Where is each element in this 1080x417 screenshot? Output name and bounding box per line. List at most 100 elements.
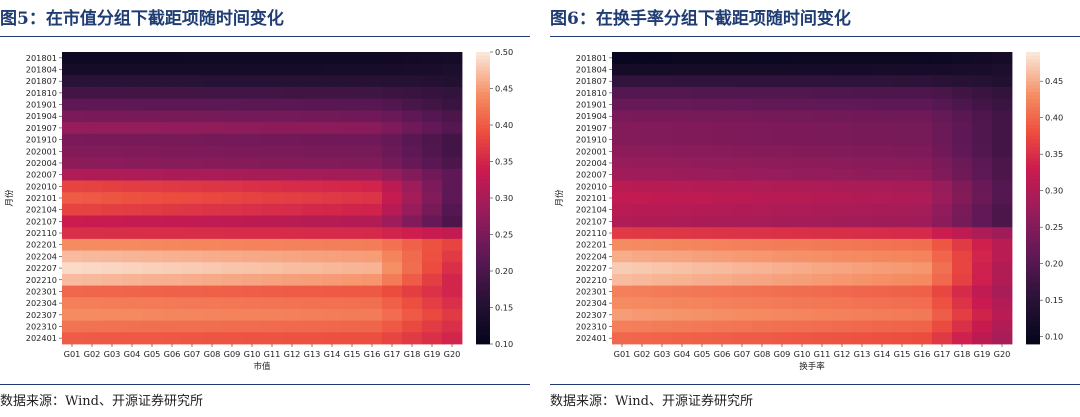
heatmap-cell: [852, 215, 873, 228]
heatmap-cell: [952, 215, 973, 228]
x-tick-label: G09: [774, 349, 791, 359]
source-rule: [550, 384, 1080, 385]
x-tick-label: G15: [344, 349, 361, 359]
colorbar-segment: [476, 121, 490, 126]
y-tick-label: 202004: [576, 158, 607, 168]
heatmap-cell: [202, 262, 223, 275]
y-axis-label: 月份: [4, 189, 15, 207]
heatmap-cell: [342, 215, 363, 228]
heatmap-cell: [992, 297, 1013, 310]
heatmap-cell: [222, 168, 243, 181]
heatmap-cell: [182, 122, 203, 135]
heatmap-cell: [672, 98, 693, 111]
x-tick-label: G01: [614, 349, 631, 359]
heatmap-cell: [422, 98, 443, 111]
heatmap-cell: [912, 238, 933, 251]
colorbar-segment: [1026, 289, 1040, 294]
heatmap-cell: [242, 273, 263, 286]
colorbar-tick-label: 0.30: [1045, 186, 1063, 196]
colorbar-segment: [476, 73, 490, 78]
heatmap-cell: [952, 285, 973, 298]
heatmap-cell: [672, 63, 693, 76]
heatmap-cell: [832, 308, 853, 322]
x-tick-label: G11: [264, 349, 281, 359]
heatmap-cell: [612, 262, 633, 275]
heatmap-cell: [422, 110, 443, 123]
y-tick-label: 202304: [576, 298, 607, 308]
heatmap-cell: [792, 98, 813, 111]
heatmap-cell: [872, 110, 893, 123]
heatmap-cell: [442, 215, 463, 228]
y-tick-label: 202301: [576, 286, 607, 296]
heatmap-cell: [382, 262, 403, 275]
heatmap-cell: [402, 250, 423, 263]
heatmap-cell: [852, 168, 873, 181]
heatmap-cell: [322, 250, 343, 263]
heatmap-cell: [952, 110, 973, 123]
heatmap-cell: [992, 308, 1013, 322]
heatmap-cell: [732, 332, 753, 345]
heatmap-cell: [162, 122, 183, 135]
heatmap-cell: [382, 332, 403, 345]
y-tick-label: 201910: [26, 135, 57, 145]
heatmap-cell: [712, 63, 733, 76]
heatmap-cell: [382, 110, 403, 123]
heatmap-cell: [812, 262, 833, 275]
heatmap-cell: [222, 250, 243, 263]
heatmap-cell: [792, 122, 813, 135]
heatmap-cell: [402, 203, 423, 216]
heatmap-cell: [142, 75, 163, 88]
heatmap-cell: [362, 145, 383, 158]
heatmap-cell: [62, 250, 83, 263]
heatmap-cell: [732, 168, 753, 181]
heatmap-cell: [102, 203, 123, 216]
heatmap-cells: [612, 52, 1013, 345]
heatmap-cell: [222, 110, 243, 123]
x-tick-label: G20: [994, 349, 1011, 359]
heatmap-cell: [442, 297, 463, 310]
heatmap-cell: [932, 122, 953, 135]
colorbar-segment: [1026, 256, 1040, 261]
heatmap-cell: [992, 75, 1013, 88]
heatmap-cell: [82, 110, 103, 123]
heatmap-cell: [972, 238, 993, 251]
colorbar-segment: [476, 212, 490, 217]
heatmap-cell: [792, 227, 813, 240]
heatmap-cell: [422, 262, 443, 275]
x-tick-label: G01: [64, 349, 81, 359]
heatmap-cell: [612, 297, 633, 310]
heatmap-cell: [932, 110, 953, 123]
heatmap-cell: [972, 180, 993, 193]
heatmap-cell: [652, 87, 673, 100]
heatmap-cell: [932, 332, 953, 345]
colorbar-segment: [476, 103, 490, 108]
heatmap-cell: [672, 250, 693, 263]
heatmap-cell: [832, 98, 853, 111]
heatmap-cell: [402, 145, 423, 158]
heatmap-cell: [262, 308, 283, 322]
heatmap-cell: [832, 63, 853, 76]
heatmap-cell: [652, 297, 673, 310]
heatmap-cell: [932, 87, 953, 100]
heatmap-cell: [792, 215, 813, 228]
heatmap-cell: [872, 157, 893, 170]
colorbar-segment: [476, 146, 490, 151]
heatmap-cell: [992, 203, 1013, 216]
colorbar-segment: [1026, 201, 1040, 206]
heatmap-cell: [122, 308, 143, 322]
colorbar-segment: [1026, 103, 1040, 108]
heatmap-cell: [832, 110, 853, 123]
heatmap-cell: [672, 145, 693, 158]
heatmap-cell: [932, 52, 953, 65]
heatmap-cell: [82, 52, 103, 65]
heatmap-cell: [242, 110, 263, 123]
heatmap-cell: [612, 52, 633, 65]
heatmap-cell: [892, 285, 913, 298]
heatmap-cell: [712, 133, 733, 146]
heatmap-cell: [832, 273, 853, 286]
heatmap-cell: [732, 157, 753, 170]
heatmap-cell: [972, 203, 993, 216]
colorbar: 0.10 0.15 0.20 0.25 0.30 0.35 0.40 0.45 0.50: [476, 47, 513, 349]
heatmap-cell: [202, 215, 223, 228]
heatmap-cell: [262, 262, 283, 275]
